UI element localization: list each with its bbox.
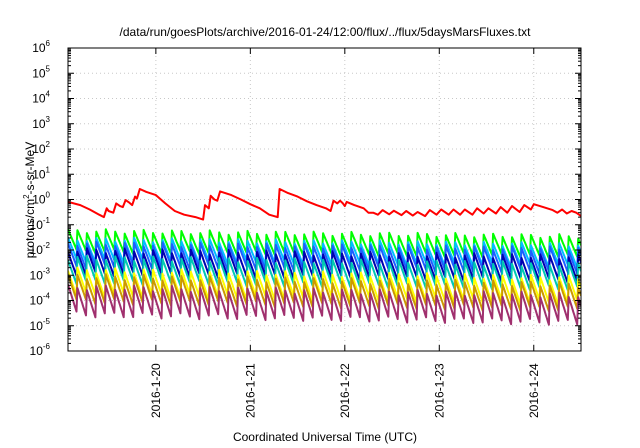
y-tick-label: 106 [32, 39, 50, 55]
series-line-8 [68, 284, 581, 326]
x-axis-label: Coordinated Universal Time (UTC) [233, 430, 417, 444]
y-tick-label: 104 [32, 90, 50, 106]
y-tick-label: 105 [32, 64, 50, 80]
y-tick-label: 103 [32, 115, 50, 131]
y-axis-label-sup: 2 [22, 194, 31, 199]
series-line-5 [68, 254, 581, 292]
chart-title: /data/run/goesPlots/archive/2016-01-24/1… [120, 25, 532, 39]
y-tick-label: 101 [32, 165, 50, 181]
series-layer [68, 188, 581, 326]
x-tick-label: 2016-1-21 [243, 363, 257, 418]
y-tick-label: 10-1 [30, 216, 51, 232]
series-line-2 [68, 236, 581, 269]
series-line-6 [68, 266, 581, 307]
series-line-7 [68, 273, 581, 313]
series-line-1 [68, 228, 581, 260]
y-tick-label: 10-4 [30, 292, 51, 308]
series-line-4 [68, 247, 581, 284]
y-tick-label: 10-5 [30, 317, 51, 333]
x-tick-label: 2016-1-22 [338, 363, 352, 418]
y-axis: 10-6 10-5 10-4 10-3 10-2 10-1 100 101 102 103 104 1… [30, 39, 581, 358]
series-line-0 [68, 188, 581, 221]
x-axis: 2016-1-20 2016-1-21 2016-1-22 2016-1-23 2016… [149, 48, 541, 418]
y-tick-label: 10-6 [30, 342, 51, 358]
y-axis-label-suffix: -s-sr-MeV [23, 142, 37, 195]
y-tick-label: 102 [32, 140, 50, 156]
y-tick-label: 10-2 [30, 241, 51, 257]
x-tick-label: 2016-1-24 [527, 363, 541, 418]
y-axis-label-prefix: protons/cm [23, 199, 37, 258]
y-tick-label: 10-3 [30, 266, 51, 282]
x-tick-label: 2016-1-23 [432, 363, 446, 418]
series-line-3 [68, 240, 581, 275]
y-axis-label: protons/cm2-s-sr-MeV [22, 142, 37, 258]
x-tick-label: 2016-1-20 [149, 363, 163, 418]
y-tick-label: 100 [32, 191, 50, 207]
